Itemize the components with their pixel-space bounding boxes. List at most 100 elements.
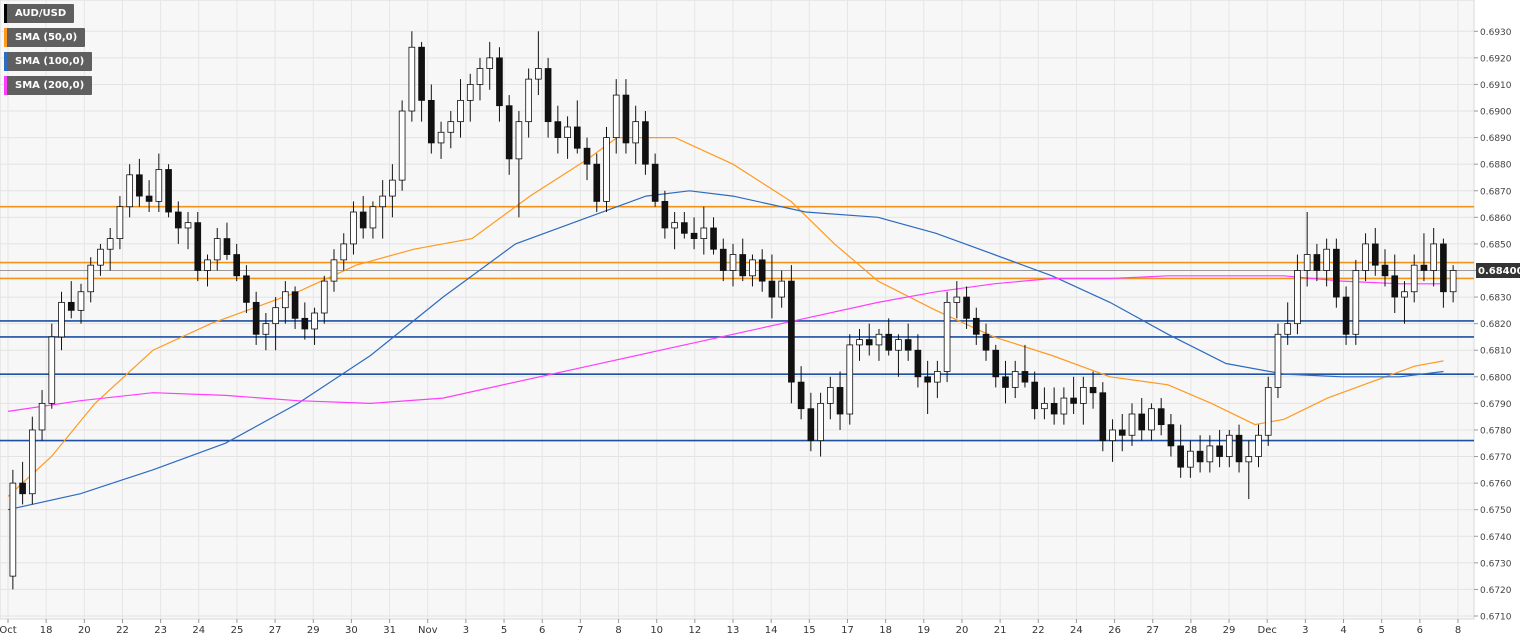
candle [525,68,532,138]
candle-body-bearish [1021,371,1029,383]
candle [38,390,46,441]
legend-item-sma-200[interactable]: SMA (200,0) [4,76,93,95]
y-tick-label: 0.6730 [1480,559,1512,569]
x-tick-label: 3 [1302,625,1308,636]
candle-body-bullish [671,222,678,229]
candle-body-bullish [155,169,163,202]
candle-body-bullish [1255,434,1262,457]
candle-body-bullish [486,57,494,69]
candle [223,222,231,260]
candle-body-bullish [1430,243,1437,271]
candle-body-bearish [1333,248,1340,298]
candle-body-bearish [904,339,912,351]
candle-body-bearish [1420,264,1428,271]
candle [428,84,435,154]
candle [389,164,396,218]
candle-body-bearish [1235,434,1243,463]
x-tick-label: 14 [765,625,778,636]
candle-body-bullish [934,371,941,383]
x-tick-label: 5 [1378,625,1384,636]
candle [535,31,542,96]
candle [1080,376,1087,425]
candle-body-bullish [603,137,610,202]
candle [1128,403,1136,446]
x-tick-label: 25 [231,625,244,636]
candle-body-bearish [174,211,182,229]
candle [1371,227,1379,276]
x-tick-label: 22 [116,625,129,636]
y-tick-label: 0.6780 [1480,426,1512,436]
candle-body-bearish [1157,408,1165,426]
candle [914,334,922,388]
candle-body-bullish [340,243,348,261]
candle-body-bullish [1401,291,1408,298]
candle-body-bullish [1362,243,1369,271]
x-tick-label: 18 [879,625,892,636]
y-axis: 0.6710 0.6720 0.6730 0.6740 0.6750 0.6760 0.67… [1474,28,1512,623]
candle-body-bearish [291,291,299,319]
candle-body-bullish [1148,408,1155,431]
candle [505,95,513,175]
candle [213,227,221,271]
candle [1284,302,1292,345]
candle-body-bullish [447,121,455,133]
x-tick-label: 15 [803,625,816,636]
x-tick-label: Dec [1258,625,1277,636]
candle [165,164,172,218]
candle [262,313,270,351]
candle-body-bullish [262,323,270,335]
candle [204,254,211,287]
candle-body-bullish [1128,413,1136,436]
candle [1041,387,1048,420]
candle-body-bullish [87,264,95,293]
legend-item-sma-50[interactable]: SMA (50,0) [4,28,86,47]
candle-body-bearish [1196,450,1204,463]
candle-body-bearish [67,301,75,311]
current-price-tag-bg [1476,263,1520,278]
x-tick-label: 24 [192,625,205,636]
candle [865,323,873,356]
x-tick-label: 8 [1455,625,1461,636]
candle [690,217,698,250]
candle-body-bullish [1225,434,1233,457]
candle-body-bearish [836,387,844,415]
candle [437,121,445,159]
candle [1118,414,1126,452]
candle-body-bullish [515,121,523,160]
y-tick-label: 0.6850 [1480,240,1512,250]
candle-body-bullish [126,174,133,208]
x-tick-label: 20 [956,625,969,636]
x-tick-label: 23 [154,625,167,636]
candle [768,254,776,319]
candle [739,238,747,282]
candle-body-bearish [243,275,250,303]
legend-swatch-sma-100 [4,52,7,71]
candle [29,416,36,505]
candle [622,79,630,154]
candle [817,392,824,457]
candle [106,227,114,271]
x-tick-label: 4 [1340,625,1346,636]
candle [19,461,26,505]
candle [681,212,688,239]
candle [1167,414,1175,457]
legend-item-audusd[interactable]: AUD/USD [4,4,75,23]
candle [953,281,961,319]
candle [1420,233,1428,282]
legend-item-sma-100[interactable]: SMA (100,0) [4,52,93,71]
candle-body-bullish [97,248,104,266]
candle-body-bearish [1216,445,1223,457]
legend-label: SMA (100,0) [15,56,85,67]
candle-body-bullish [106,238,114,250]
candle [136,158,143,207]
candle-body-bullish [184,222,192,229]
candle [1196,435,1204,473]
candle [515,111,523,218]
candle [719,238,727,282]
candle-body-bearish [982,333,990,351]
candle [642,111,649,175]
candle-body-bearish [1099,392,1107,441]
candle [1294,254,1301,335]
candle [291,286,299,329]
candle [398,100,406,191]
